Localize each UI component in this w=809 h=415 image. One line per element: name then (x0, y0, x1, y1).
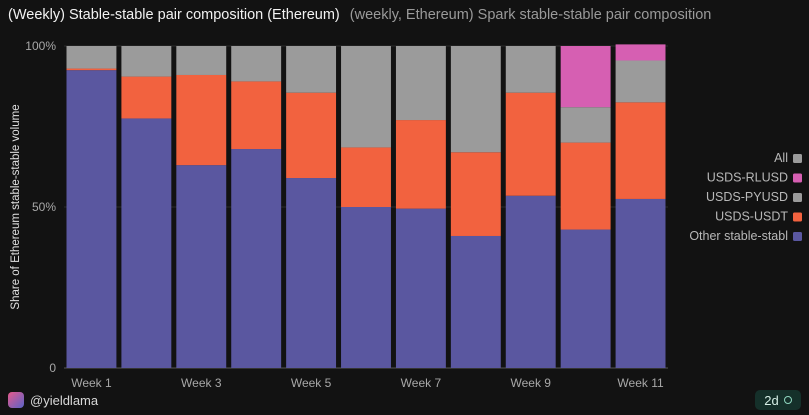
bar-segment (231, 81, 282, 150)
legend-label: All (774, 151, 788, 165)
x-tick-label: Week 5 (291, 376, 332, 390)
bar-segment (395, 120, 446, 209)
x-tick-label: Week 1 (71, 376, 112, 390)
y-tick-label: 0 (49, 361, 56, 375)
bar-segment (395, 208, 446, 368)
bar-segment (66, 46, 117, 69)
bar-segment (560, 142, 611, 230)
bar-segment (176, 74, 227, 166)
bar-segment (121, 76, 172, 119)
legend-swatch (793, 232, 802, 241)
bar-segment (66, 68, 117, 71)
bar-segment (286, 92, 337, 179)
bar-segment (231, 46, 282, 82)
age-badge[interactable]: 2d (755, 390, 801, 410)
legend-swatch (793, 154, 802, 163)
bar-segment (121, 46, 172, 77)
legend-label: USDS-USDT (715, 210, 788, 224)
bar-segment (286, 178, 337, 368)
yieldlama-logo-icon (8, 392, 24, 408)
bar-segment (450, 152, 501, 236)
bar-segment (286, 46, 337, 93)
bar-segment (560, 46, 611, 108)
brand-handle: @yieldlama (30, 392, 99, 408)
bar-segment (121, 118, 172, 368)
legend-swatch (793, 212, 802, 222)
bar-segment (560, 107, 611, 143)
x-tick-label: Week 7 (401, 376, 442, 390)
clock-circle-icon (783, 396, 792, 404)
bar-segment (176, 165, 227, 368)
bar-segment (176, 46, 227, 75)
bar-segment (341, 207, 391, 368)
chart-title: (Weekly) Stable-stable pair composition … (8, 7, 340, 23)
chart-subtitle: (weekly, Ethereum) Spark stable-stable p… (349, 7, 712, 23)
y-axis-title: Share of Ethereum stable-stable volume (10, 104, 22, 309)
bar-segment (615, 44, 666, 61)
bar-segment (395, 46, 446, 121)
bar-segment (450, 235, 501, 368)
bar-segment (615, 60, 666, 103)
y-tick-label: 100% (25, 39, 56, 53)
legend-swatch (793, 193, 802, 202)
bar-segment (341, 46, 391, 148)
bar-segment (505, 195, 556, 368)
bar-segment (231, 149, 282, 368)
bar-segment (450, 46, 501, 153)
x-tick-label: Week 9 (510, 376, 551, 390)
bar-segment (615, 102, 666, 199)
bar-segment (341, 147, 391, 207)
y-tick-label: 50% (32, 200, 56, 214)
legend-label: USDS-PYUSD (706, 190, 788, 204)
bar-segment (505, 46, 556, 93)
x-tick-label: Week 3 (181, 376, 222, 390)
bar-segment (505, 92, 556, 196)
legend-label: USDS-RLUSD (707, 171, 788, 185)
bar-segment (66, 70, 117, 369)
age-badge-label: 2d (764, 392, 779, 408)
stacked-bar-chart: 0 50% 100% Week 1 Week 3 Week 5 Week 7 Week 9 We… (10, 39, 802, 390)
x-tick-label: Week 11 (617, 376, 664, 390)
legend-label: Other stable-stabl (689, 229, 788, 243)
chart-title-bar: (Weekly) Stable-stable pair composition … (8, 7, 711, 23)
footer-brand[interactable]: @yieldlama (8, 392, 98, 408)
bar-segment (615, 198, 666, 368)
legend-swatch (793, 173, 802, 183)
bar-segment (560, 229, 611, 368)
